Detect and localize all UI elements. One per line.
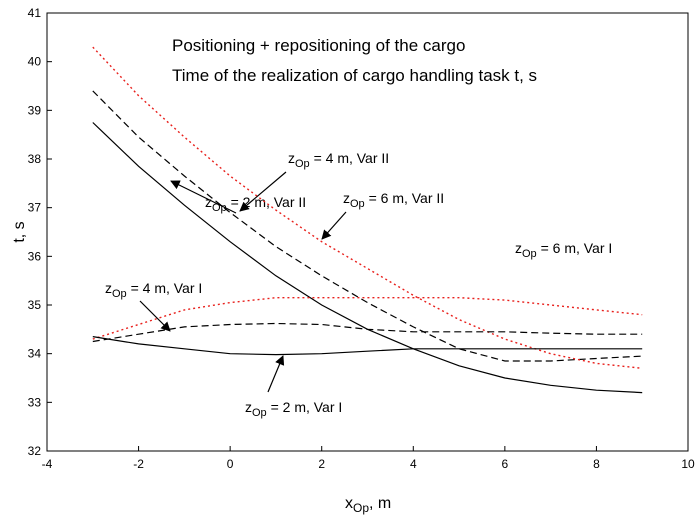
annotation-arrow <box>139 300 171 332</box>
x-axis-label-part: , m <box>369 495 391 512</box>
y-tick-label: 38 <box>28 152 42 166</box>
annotation-arrow <box>321 211 347 240</box>
series-line <box>92 46 643 369</box>
series-label-part: z <box>105 280 112 296</box>
series-line <box>92 297 643 340</box>
y-tick-label: 36 <box>28 249 42 263</box>
series-label-part: = 4 m, Var I <box>127 280 203 296</box>
series-label-part: z <box>288 150 295 166</box>
series-line <box>92 90 643 362</box>
x-tick-label: 2 <box>318 457 325 471</box>
series-label: zOp = 2 m, Var I <box>245 399 342 419</box>
series-label-part: z <box>515 240 522 256</box>
series-label-sub: Op <box>295 158 310 170</box>
annotation-arrow <box>267 355 285 393</box>
series-label: zOp = 6 m, Var I <box>515 240 612 260</box>
series-label-part: = 2 m, Var II <box>227 194 307 210</box>
series-label-part: z <box>245 399 252 415</box>
chart-title: Time of the realization of cargo handlin… <box>172 66 537 85</box>
series-label-part: z <box>205 194 212 210</box>
series-label-sub: Op <box>212 202 227 214</box>
series-label-part: = 6 m, Var II <box>365 190 445 206</box>
x-tick-label: 4 <box>410 457 417 471</box>
x-axis-label-part: x <box>345 495 353 512</box>
plot-frame <box>46 12 689 452</box>
series-label: zOp = 4 m, Var I <box>105 280 202 300</box>
y-tick-label: 35 <box>28 298 42 312</box>
series-label-part: = 2 m, Var I <box>267 399 343 415</box>
series-label: zOp = 4 m, Var II <box>288 150 389 170</box>
series-label-part: = 4 m, Var II <box>310 150 390 166</box>
x-tick-label: 6 <box>502 457 509 471</box>
x-tick-label: 8 <box>593 457 600 471</box>
y-tick-label: 40 <box>28 55 42 69</box>
series-label-sub: Op <box>252 407 267 419</box>
series-label-part: z <box>343 190 350 206</box>
x-axis-label: xOp, m <box>345 495 391 515</box>
y-tick-label: 37 <box>28 201 42 215</box>
x-tick-label: 0 <box>227 457 234 471</box>
x-axis-label-sub: Op <box>353 501 369 515</box>
x-tick-label: -4 <box>42 457 53 471</box>
y-tick-label: 41 <box>28 6 42 20</box>
annotation-arrow <box>239 171 287 212</box>
y-tick-label: 33 <box>28 395 42 409</box>
y-tick-label: 34 <box>28 347 42 361</box>
y-tick-label: 39 <box>28 103 42 117</box>
series-label-sub: Op <box>112 288 127 300</box>
y-axis-label: t, s <box>11 221 28 242</box>
series-line <box>92 322 643 343</box>
series-label-sub: Op <box>522 248 537 260</box>
chart-title: Positioning + repositioning of the cargo <box>172 36 465 55</box>
series-label-sub: Op <box>350 198 365 210</box>
y-tick-label: 32 <box>28 444 42 458</box>
series-label: zOp = 6 m, Var II <box>343 190 444 210</box>
series-line <box>92 336 643 356</box>
x-tick-label: 10 <box>681 457 695 471</box>
annotation-arrow <box>170 180 237 214</box>
series-label-part: = 6 m, Var I <box>537 240 613 256</box>
x-tick-label: -2 <box>133 457 144 471</box>
